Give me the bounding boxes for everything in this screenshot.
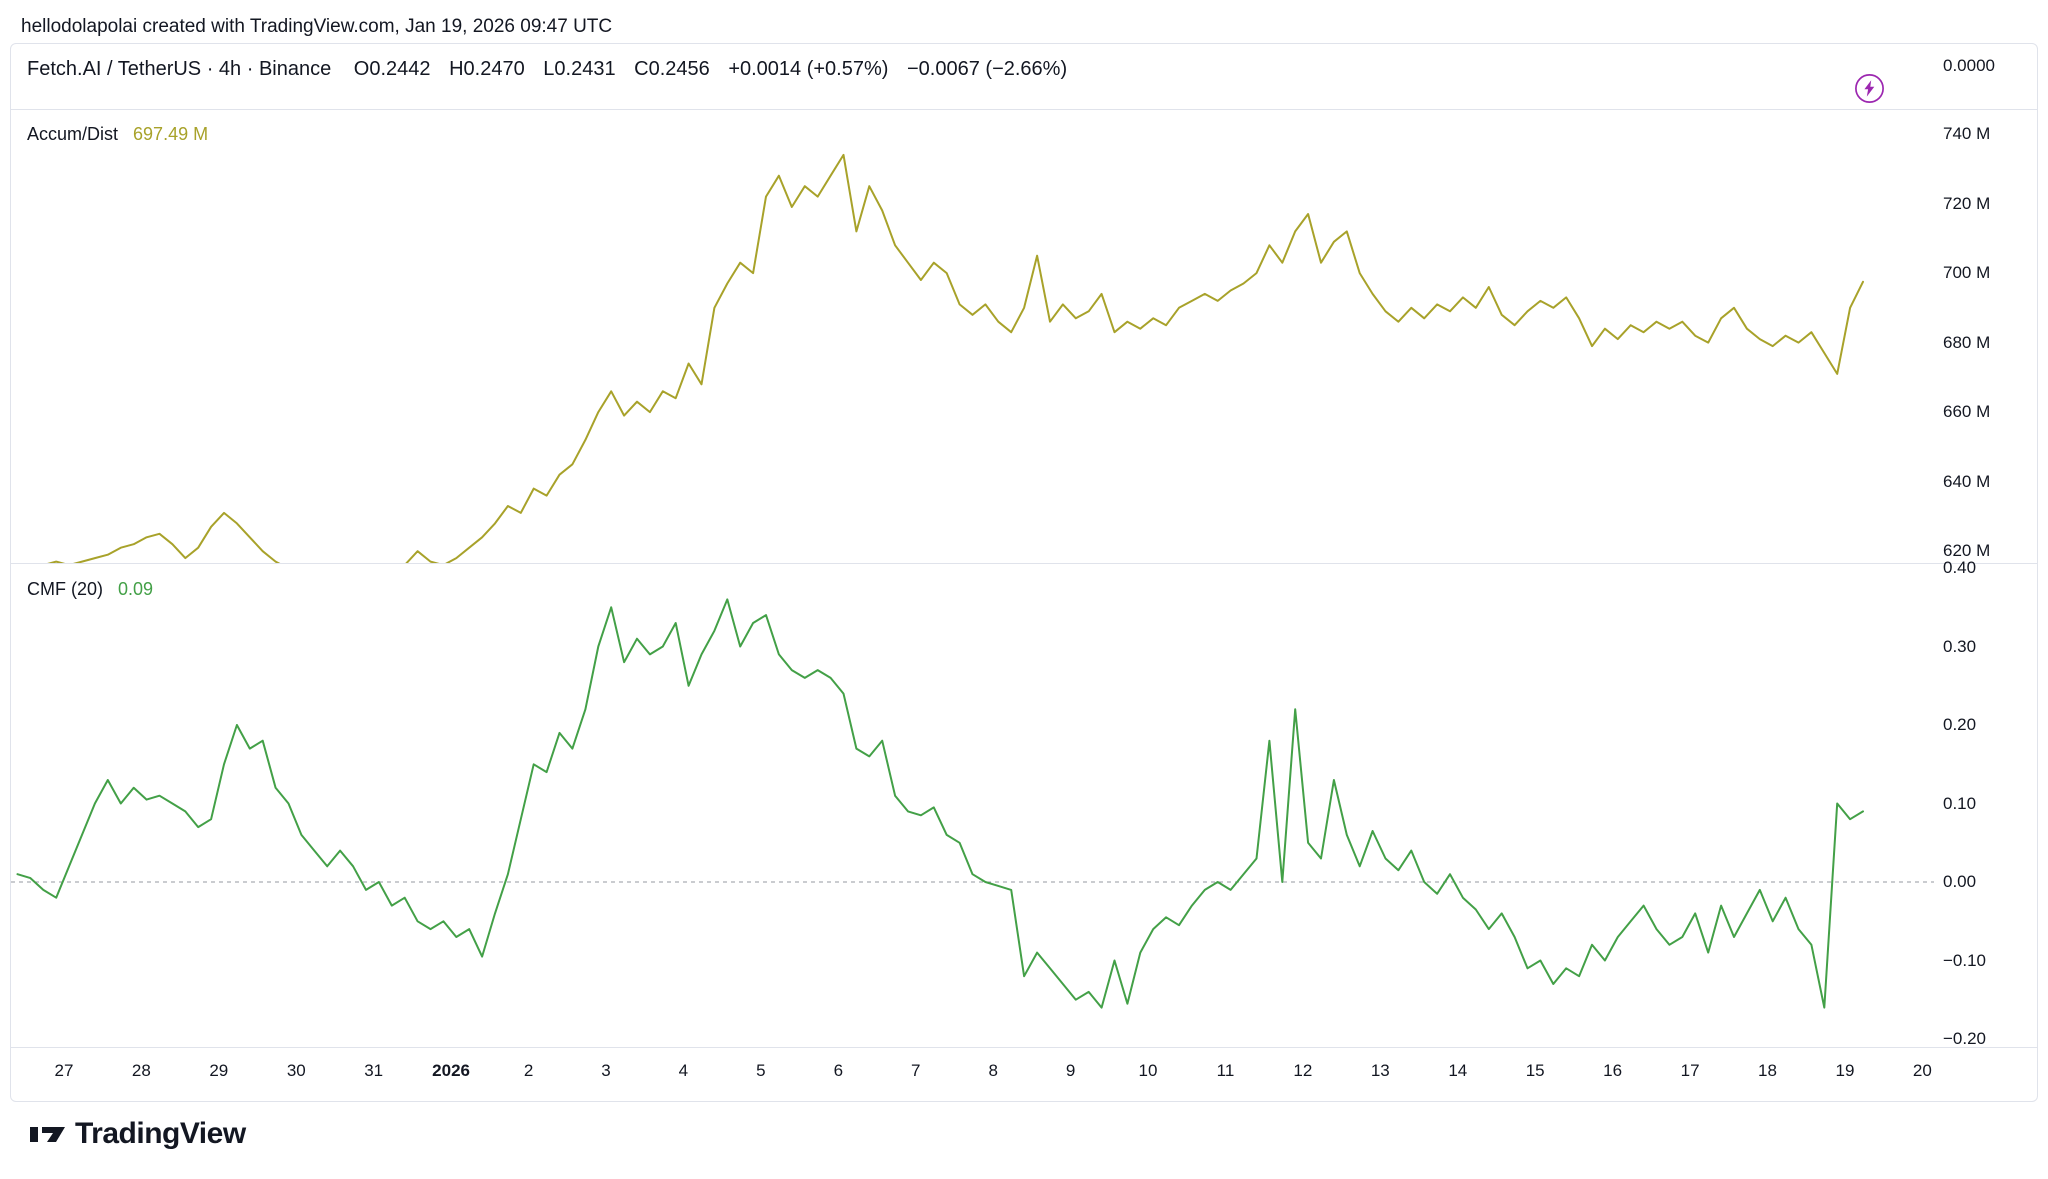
- y-axis-label: 680 M: [1943, 332, 1991, 352]
- ohlc-open: O0.2442: [353, 58, 431, 80]
- y-axis-label: −0.10: [1943, 950, 1987, 970]
- time-axis-label: 13: [1370, 1061, 1390, 1080]
- tradingview-logo-icon: [30, 1127, 65, 1142]
- ohlc-high: H0.2470: [449, 58, 525, 80]
- cmf-line: [16, 598, 1864, 1009]
- price-change: +0.0014 (+0.57%): [728, 58, 889, 80]
- y-axis-label: 0.10: [1943, 793, 1977, 813]
- y-axis-label: 640 M: [1943, 471, 1991, 491]
- indicator-legend-cmf[interactable]: CMF (20) 0.09: [27, 578, 153, 600]
- time-axis-label: 29: [209, 1061, 229, 1080]
- indicator-name: Accum/Dist: [27, 124, 119, 144]
- y-axis-label: 620 M: [1943, 541, 1991, 561]
- y-axis-label: 720 M: [1943, 193, 1991, 213]
- time-axis-label: 3: [601, 1061, 611, 1080]
- indicator-legend-accum-dist[interactable]: Accum/Dist 697.49 M: [27, 123, 208, 145]
- time-axis-label: 30: [286, 1061, 306, 1080]
- y-axis-label: −0.20: [1943, 1029, 1987, 1048]
- ohlc-low: L0.2431: [543, 58, 616, 80]
- time-axis-label: 2026: [432, 1061, 471, 1080]
- attribution-text: hellodolapolai created with TradingView.…: [21, 16, 613, 37]
- accum-dist-pane[interactable]: [11, 109, 1934, 563]
- y-axis-label: 660 M: [1943, 402, 1991, 422]
- indicator-name: CMF (20): [27, 579, 103, 599]
- y-axis-label: 0.30: [1943, 636, 1977, 656]
- symbol-info-bar: Fetch.AI / TetherUS · 4h · Binance O0.24…: [27, 57, 1080, 81]
- pane-separator[interactable]: [11, 563, 2037, 564]
- time-axis-label: 8: [988, 1061, 998, 1080]
- time-axis-label: 27: [54, 1061, 74, 1080]
- time-axis-label: 2: [523, 1061, 534, 1080]
- price-scale-cmf[interactable]: 0.40 0.30 0.20 0.10 0.00 −0.10 −0.20: [1943, 558, 2037, 1048]
- flash-button[interactable]: [1854, 73, 1885, 104]
- pane-separator[interactable]: [11, 109, 2037, 110]
- ohlc-close: C0.2456: [634, 58, 710, 80]
- time-axis-label: 15: [1525, 1061, 1545, 1080]
- y-axis-label: 740 M: [1943, 124, 1991, 143]
- lightning-bolt-icon: [1855, 74, 1884, 103]
- y-axis-label: 0.40: [1943, 558, 1977, 577]
- price-scale-accum-dist[interactable]: 740 M 720 M 700 M 680 M 660 M 640 M 620 M: [1943, 109, 2037, 563]
- time-axis-label: 20: [1912, 1061, 1932, 1080]
- tradingview-logo-text: TradingView: [75, 1117, 246, 1150]
- time-axis-label: 31: [364, 1061, 384, 1080]
- time-axis-label: 4: [678, 1061, 689, 1080]
- time-axis-label: 19: [1835, 1061, 1855, 1080]
- time-axis-label: 14: [1448, 1061, 1468, 1080]
- y-axis-label: 700 M: [1943, 263, 1991, 283]
- time-axis-label: 16: [1603, 1061, 1623, 1080]
- time-axis-label: 11: [1216, 1061, 1235, 1080]
- accum-dist-line: [47, 153, 1864, 563]
- time-axis-label: 28: [131, 1061, 151, 1080]
- time-axis-separator: [11, 1047, 2037, 1048]
- time-axis-label: 5: [756, 1061, 766, 1080]
- indicator-value: 0.09: [118, 579, 154, 599]
- time-axis-label: 18: [1758, 1061, 1777, 1080]
- indicator-value: 697.49 M: [133, 124, 209, 144]
- y-axis-label: 0.00: [1943, 872, 1977, 891]
- time-axis-label: 9: [1065, 1061, 1076, 1080]
- tradingview-logo[interactable]: TradingView: [30, 1117, 246, 1151]
- y-axis-label: 0.20: [1943, 715, 1977, 734]
- time-axis-label: 7: [910, 1061, 921, 1080]
- price-change-secondary: −0.0067 (−2.66%): [907, 58, 1068, 80]
- time-axis-label: 12: [1293, 1061, 1313, 1080]
- time-axis-label: 6: [833, 1061, 844, 1080]
- time-axis-label: 10: [1138, 1061, 1158, 1080]
- cmf-pane[interactable]: [11, 563, 1934, 1047]
- time-axis-label: 17: [1680, 1061, 1700, 1080]
- price-axis-top-tick: 0.0000: [1943, 56, 1995, 75]
- chart-container: Fetch.AI / TetherUS · 4h · Binance O0.24…: [10, 43, 2038, 1102]
- symbol-title[interactable]: Fetch.AI / TetherUS · 4h · Binance: [27, 58, 332, 80]
- time-axis[interactable]: 27 28 29 30 31 2026 2 3 4 5 6 7 8 9 10 11 12 13 14 15 16 17 18…: [11, 1047, 2037, 1101]
